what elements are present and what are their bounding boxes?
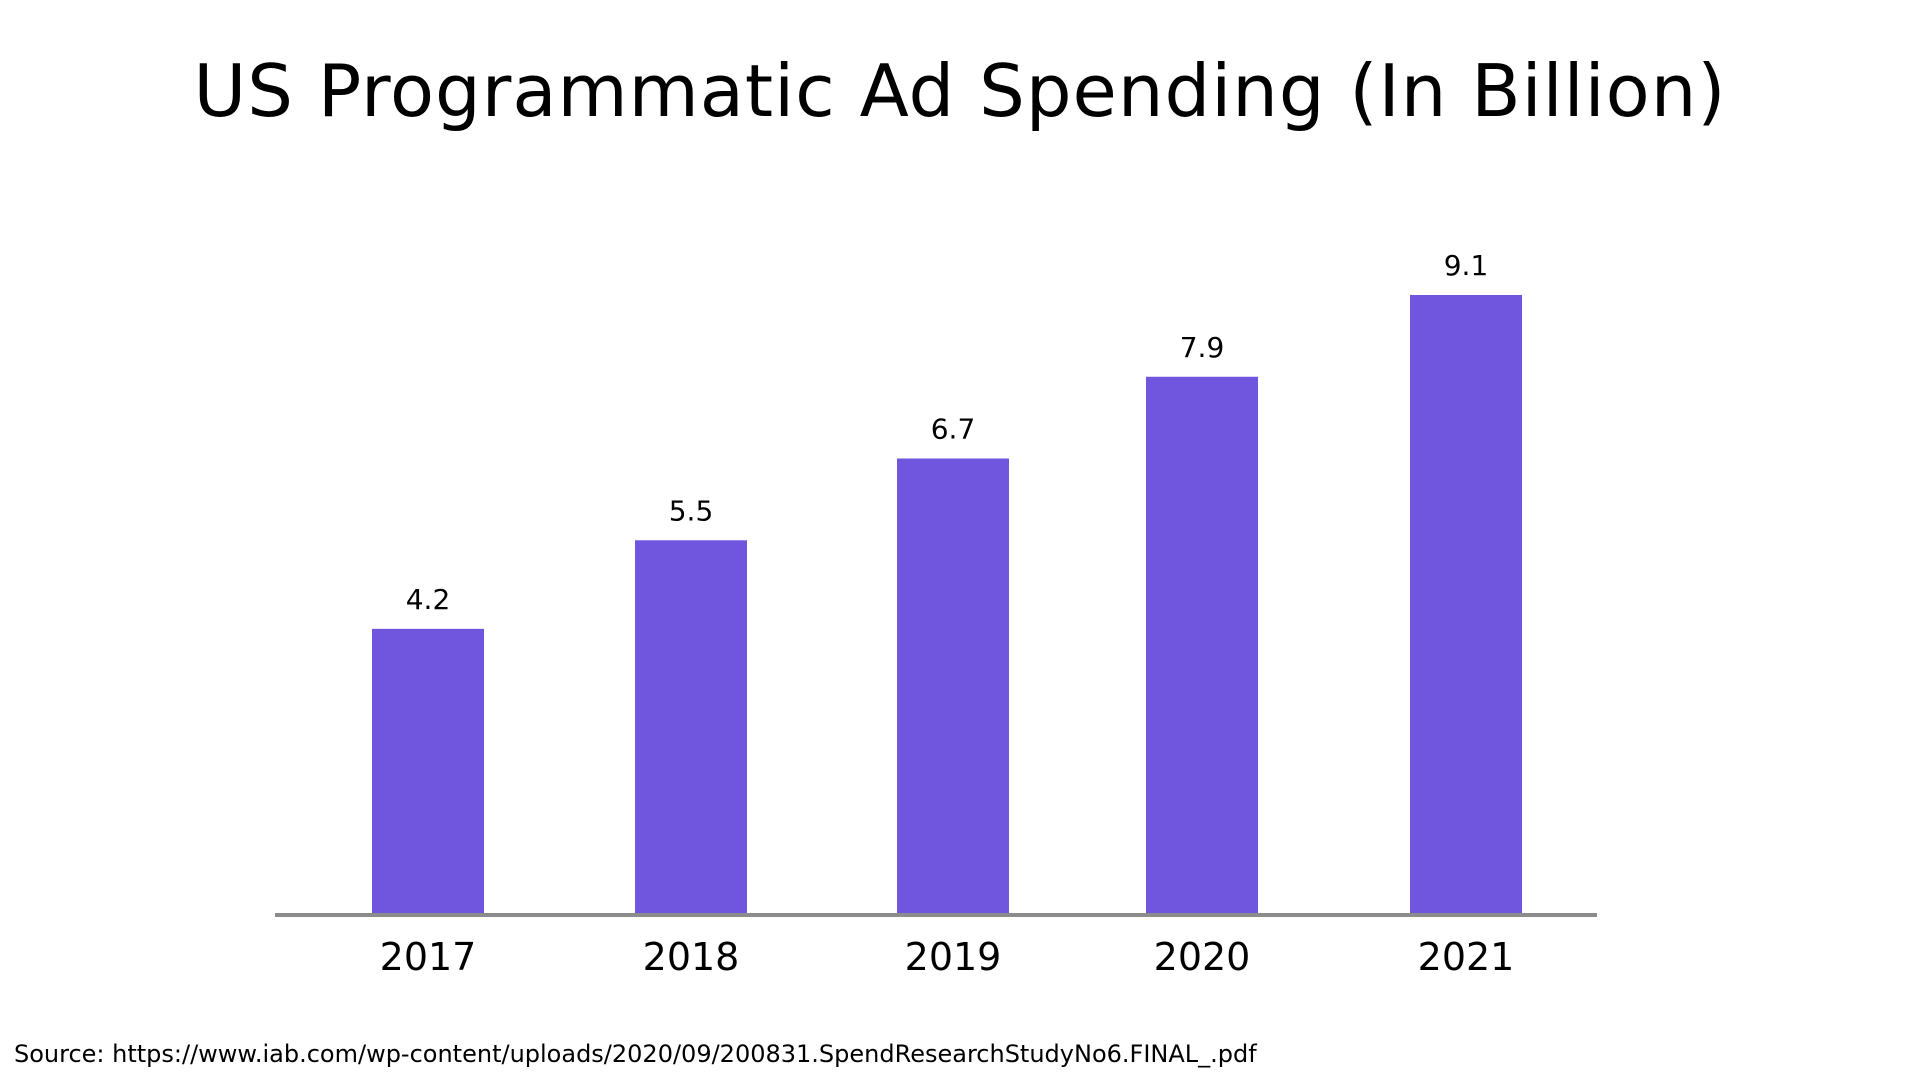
- x-tick-label-2020: 2020: [1154, 935, 1251, 979]
- data-label-2019: 6.7: [931, 413, 976, 446]
- x-tick-label-2018: 2018: [643, 935, 740, 979]
- x-tick-label-2021: 2021: [1418, 935, 1515, 979]
- bar-2017: [372, 628, 484, 915]
- bar-2019: [897, 458, 1009, 915]
- x-tick-label-2017: 2017: [380, 935, 477, 979]
- bar-2021: [1410, 295, 1522, 915]
- chart-title: US Programmatic Ad Spending (In Billion): [193, 49, 1727, 133]
- bar-2020: [1146, 376, 1258, 915]
- bar-2018: [635, 540, 747, 915]
- data-label-2018: 5.5: [669, 494, 714, 527]
- source-note: Source: https://www.iab.com/wp-content/u…: [14, 1040, 1257, 1068]
- data-label-2021: 9.1: [1444, 249, 1489, 282]
- data-label-2017: 4.2: [406, 583, 451, 616]
- x-tick-label-2019: 2019: [905, 935, 1002, 979]
- data-label-2020: 7.9: [1180, 331, 1225, 364]
